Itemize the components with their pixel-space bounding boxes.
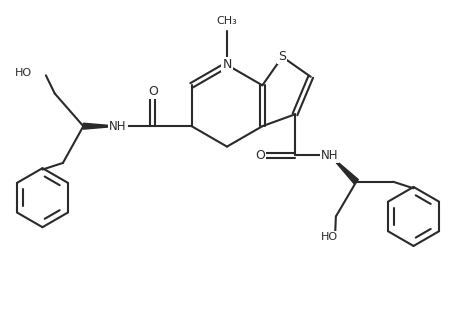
Text: NH: NH xyxy=(321,149,339,162)
Polygon shape xyxy=(84,123,118,129)
Polygon shape xyxy=(330,155,358,184)
Text: O: O xyxy=(148,85,158,98)
Text: N: N xyxy=(222,58,232,72)
Text: HO: HO xyxy=(321,232,338,242)
Text: NH: NH xyxy=(109,120,127,133)
Text: S: S xyxy=(278,50,286,63)
Text: HO: HO xyxy=(15,68,32,78)
Text: CH₃: CH₃ xyxy=(217,16,237,26)
Text: O: O xyxy=(255,149,265,162)
